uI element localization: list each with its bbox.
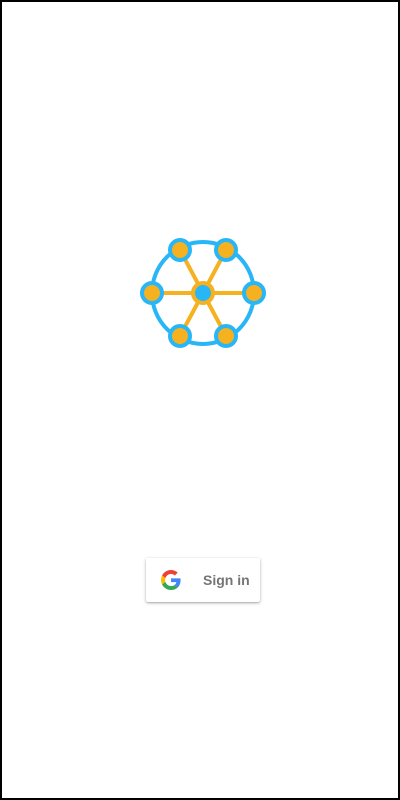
network-hub-icon bbox=[140, 238, 266, 348]
google-sign-in-button[interactable]: Sign in bbox=[146, 558, 260, 602]
sign-in-label: Sign in bbox=[203, 572, 250, 588]
google-g-icon bbox=[161, 570, 181, 590]
